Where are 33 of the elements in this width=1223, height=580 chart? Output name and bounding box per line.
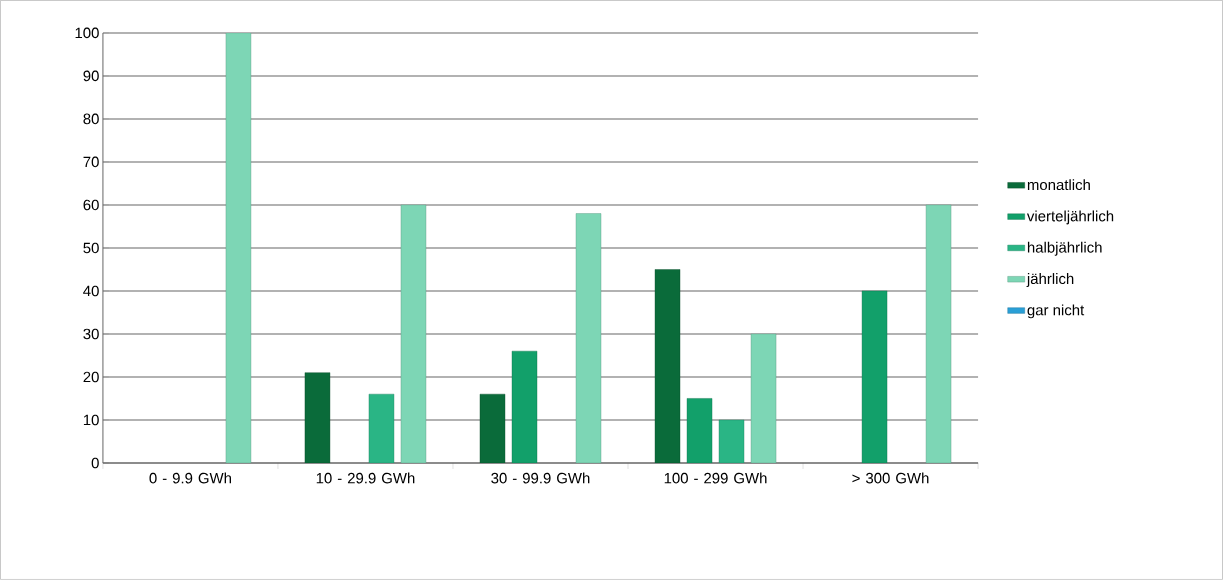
y-tick-label: 10 — [83, 414, 99, 426]
y-tick-label: 80 — [83, 113, 99, 125]
legend-label: vierteljährlich — [1026, 210, 1114, 225]
x-tick-label: 100 - 299 GWh — [664, 472, 767, 484]
bar — [511, 351, 538, 464]
x-tick-label: 0 - 9.9 GWh — [149, 472, 231, 484]
y-tick-label: 30 — [83, 328, 99, 340]
x-tick-label: > 300 GWh — [852, 472, 929, 484]
bar — [400, 204, 427, 464]
bar — [750, 333, 777, 464]
bar — [861, 290, 888, 464]
legend-label: gar nicht — [1027, 304, 1085, 319]
y-tick-label: 40 — [83, 285, 99, 297]
y-tick-label: 20 — [83, 371, 99, 383]
bar — [225, 32, 252, 464]
y-tick-label: 70 — [83, 156, 99, 168]
y-tick-label: 100 — [75, 27, 99, 39]
legend-label: jährlich — [1026, 273, 1074, 288]
legend-label: monatlich — [1027, 179, 1090, 191]
bar — [575, 213, 602, 464]
bar — [479, 394, 506, 464]
bar — [304, 372, 331, 464]
y-tick-label: 0 — [91, 457, 99, 469]
y-tick-label: 50 — [83, 242, 99, 254]
bar — [686, 398, 713, 464]
bar — [368, 394, 395, 464]
x-tick-label: 10 - 29.9 GWh — [316, 472, 415, 484]
y-tick-label: 60 — [83, 199, 99, 211]
x-tick-label: 30 - 99.9 GWh — [491, 472, 590, 484]
bar — [925, 204, 952, 464]
legend-label: halbjährlich — [1027, 241, 1102, 256]
bar — [654, 269, 681, 464]
y-tick-label: 90 — [83, 70, 99, 82]
